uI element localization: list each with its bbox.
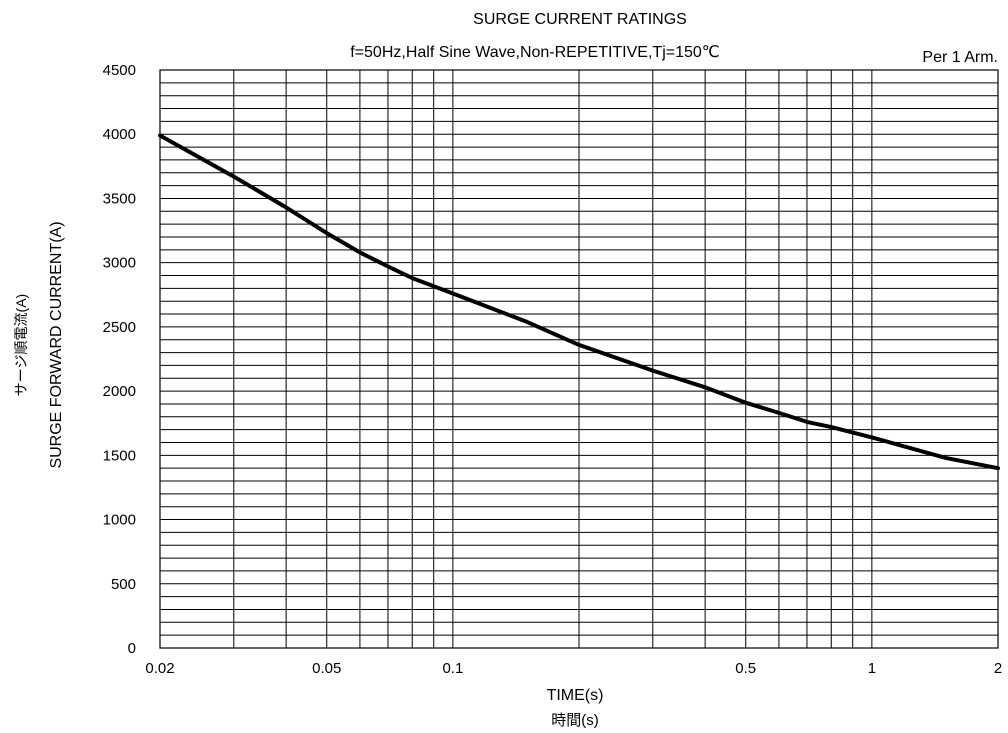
surge-curve: [158, 133, 1000, 471]
y-tick-label: 1000: [103, 512, 136, 529]
x-axis-label-ja: 時間(s): [551, 712, 599, 729]
plot-border: [159, 69, 999, 649]
y-tick-label: 1500: [103, 447, 136, 464]
chart-annotation: Per 1 Arm.: [922, 49, 998, 66]
series-line: [158, 133, 1000, 471]
y-tick-label: 0: [128, 640, 136, 657]
x-tick-label: 0.02: [145, 660, 174, 677]
x-tick-label: 0.5: [735, 660, 756, 677]
x-axis-label: TIME(s): [547, 687, 604, 704]
y-tick-label: 2500: [103, 319, 136, 336]
x-tick-label: 1: [868, 660, 876, 677]
y-tick-labels: 0 500 1000 1500 2000 2500 3000 3500 4000 4500: [103, 62, 136, 657]
y-tick-label: 3000: [103, 255, 136, 272]
y-tick-label: 4500: [103, 62, 136, 79]
chart-title: SURGE CURRENT RATINGS: [473, 11, 687, 28]
y-tick-label: 500: [111, 576, 136, 593]
x-tick-label: 2: [994, 660, 1002, 677]
y-tick-label: 2000: [103, 383, 136, 400]
grid: [159, 69, 999, 649]
y-tick-label: 4000: [103, 126, 136, 143]
y-axis-label-ja: サージ順電流(A): [13, 294, 29, 396]
x-tick-label: 0.1: [442, 660, 463, 677]
chart-subtitle: f=50Hz,Half Sine Wave,Non-REPETITIVE,Tj=…: [350, 44, 720, 61]
y-axis-label: SURGE FORWARD CURRENT(A): [48, 221, 65, 468]
y-tick-label: 3500: [103, 190, 136, 207]
x-tick-label: 0.05: [312, 660, 341, 677]
plot-frame: [159, 69, 999, 649]
x-tick-labels: 0.02 0.05 0.1 0.5 1 2: [145, 660, 1002, 677]
